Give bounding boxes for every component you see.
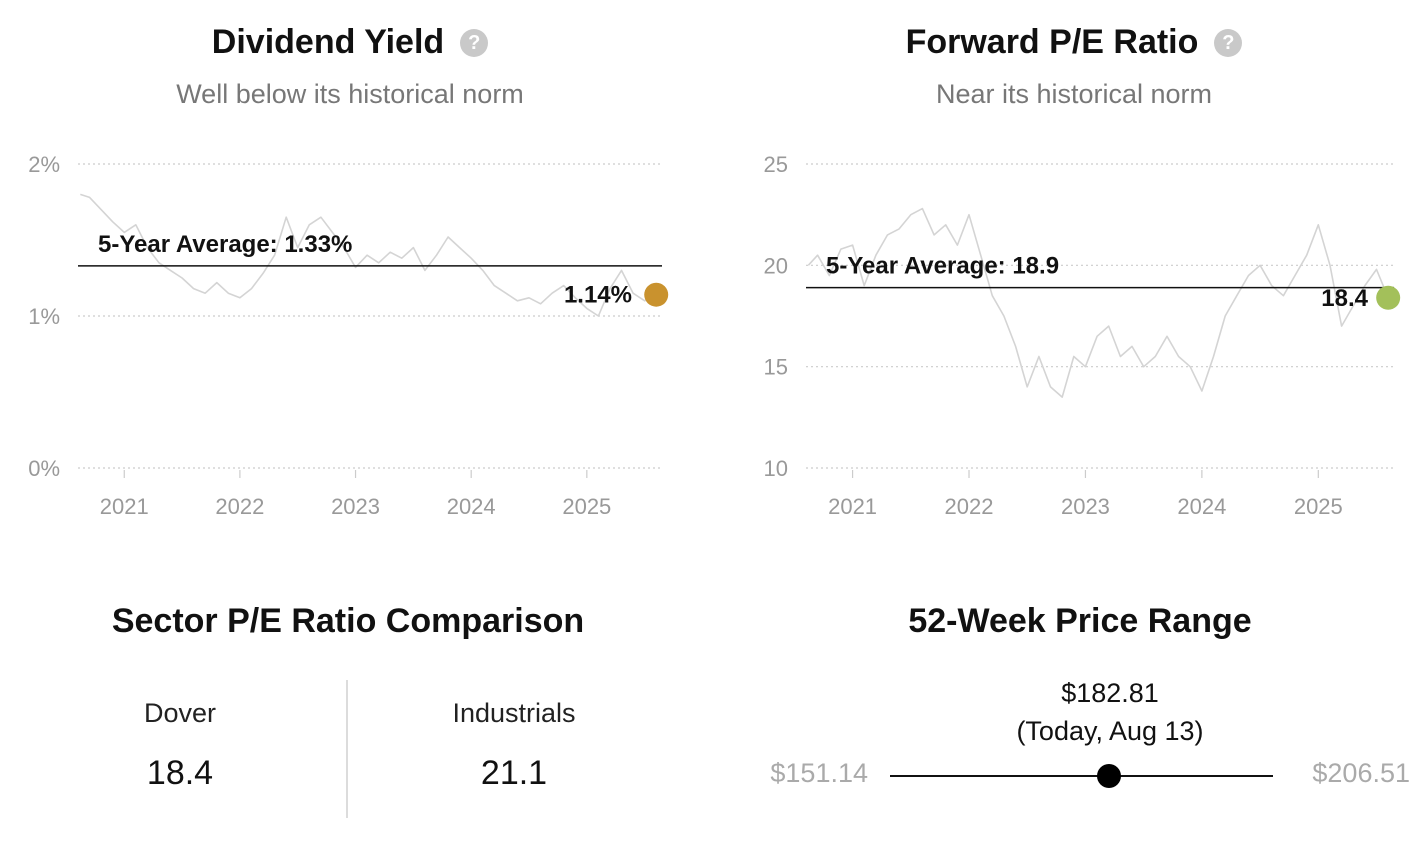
pe-average-label: 5-Year Average: 18.9 bbox=[826, 253, 1059, 280]
price-range-current: $182.81 bbox=[1061, 678, 1159, 708]
pe-x-tick-label: 2025 bbox=[1294, 494, 1343, 519]
dividend-history-line bbox=[80, 193, 657, 317]
dividend-yield-title: Dividend Yield bbox=[211, 23, 445, 61]
pe-x-tick-label: 2021 bbox=[828, 494, 877, 519]
pe-current-dot bbox=[1376, 285, 1401, 310]
forward-pe-title-row: Forward P/E Ratio? bbox=[730, 20, 1418, 64]
sector-value-industrials: 21.1 bbox=[480, 754, 548, 792]
price-range-low: $151.14 bbox=[770, 758, 868, 788]
question-circle-icon[interactable]: ? bbox=[460, 29, 489, 57]
price-range-track bbox=[890, 775, 1273, 777]
dividend-current-dot bbox=[644, 282, 669, 307]
dividend-y-tick-label: 1% bbox=[28, 304, 60, 329]
dividend-x-tick-label: 2024 bbox=[447, 494, 496, 519]
pe-x-tick-label: 2022 bbox=[945, 494, 994, 519]
pe-x-tick-label: 2024 bbox=[1177, 494, 1226, 519]
dividend-x-tick-label: 2023 bbox=[331, 494, 380, 519]
dividend-average-label: 5-Year Average: 1.33% bbox=[98, 231, 352, 258]
sector-divider bbox=[346, 680, 348, 818]
dividend-x-tick-label: 2021 bbox=[100, 494, 149, 519]
pe-y-tick-label: 10 bbox=[764, 456, 788, 481]
dividend-yield-chart: 0% 1% 2% 2021 2022 2023 2024 2025 5-Year Average… bbox=[28, 152, 669, 519]
price-range-marker bbox=[1097, 764, 1122, 788]
sector-pe-title: Sector P/E Ratio Comparison bbox=[111, 602, 585, 640]
dividend-x-tick-label: 2025 bbox=[562, 494, 611, 519]
dividend-current-label: 1.14% bbox=[564, 282, 632, 309]
price-range-title: 52-Week Price Range bbox=[908, 602, 1252, 640]
forward-pe-title: Forward P/E Ratio bbox=[905, 23, 1199, 61]
dividend-yield-panel: Dividend Yield? Well below its historica… bbox=[0, 0, 700, 540]
sector-value-dover: 18.4 bbox=[146, 754, 214, 792]
dividend-y-tick-label: 0% bbox=[28, 456, 60, 481]
price-range-current-note: (Today, Aug 13) bbox=[1016, 716, 1204, 746]
dividend-yield-subtitle: Well below its historical norm bbox=[176, 79, 524, 109]
price-range-high: $206.51 bbox=[1312, 758, 1410, 788]
dividend-yield-title-row: Dividend Yield? bbox=[0, 20, 700, 64]
pe-x-tick-label: 2023 bbox=[1061, 494, 1110, 519]
forward-pe-subtitle: Near its historical norm bbox=[935, 79, 1213, 109]
pe-y-tick-label: 25 bbox=[764, 152, 788, 177]
dividend-y-tick-label: 2% bbox=[28, 152, 60, 177]
pe-y-tick-label: 20 bbox=[764, 253, 788, 278]
sector-label-dover: Dover bbox=[143, 698, 217, 728]
pe-history-line bbox=[807, 207, 1389, 398]
question-circle-icon[interactable]: ? bbox=[1214, 29, 1243, 57]
forward-pe-panel: Forward P/E Ratio? Near its historical n… bbox=[730, 0, 1418, 540]
sector-label-industrials: Industrials bbox=[452, 698, 576, 728]
pe-y-tick-label: 15 bbox=[764, 355, 788, 380]
pe-current-label: 18.4 bbox=[1321, 285, 1368, 312]
dividend-x-tick-label: 2022 bbox=[215, 494, 264, 519]
